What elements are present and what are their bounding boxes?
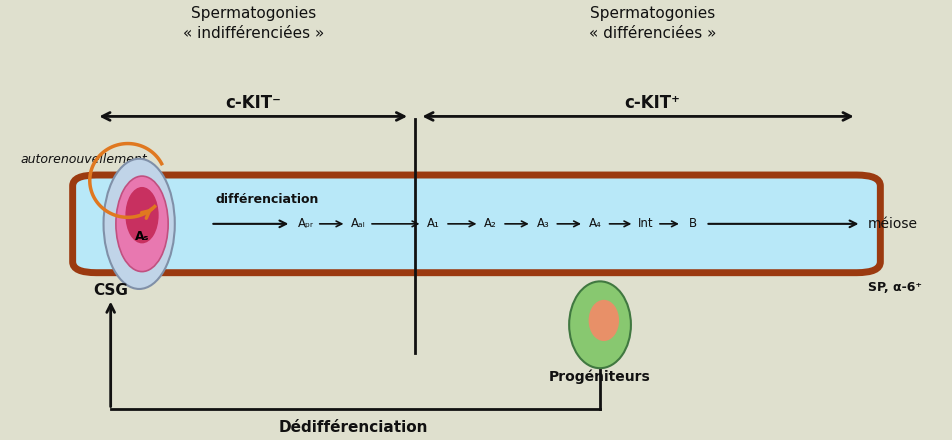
Text: Aₚᵣ: Aₚᵣ: [297, 217, 313, 231]
Text: Aₐₗ: Aₐₗ: [350, 217, 365, 231]
Text: Int: Int: [637, 217, 653, 231]
Text: c-KIT⁺: c-KIT⁺: [624, 94, 680, 112]
Text: méiose: méiose: [867, 217, 917, 231]
Ellipse shape: [588, 300, 619, 341]
Text: A₃: A₃: [536, 217, 548, 231]
Text: Progéniteurs: Progéniteurs: [548, 370, 650, 384]
Text: Aₛ: Aₛ: [134, 231, 149, 243]
Text: Spermatogonies
« différenciées »: Spermatogonies « différenciées »: [588, 6, 715, 40]
Ellipse shape: [568, 281, 630, 368]
Text: CSG: CSG: [93, 282, 128, 297]
Text: SP, α-6⁺: SP, α-6⁺: [867, 282, 921, 294]
Text: autorenouvellement: autorenouvellement: [20, 153, 147, 166]
Ellipse shape: [104, 159, 174, 289]
Text: différenciation: différenciation: [215, 194, 318, 206]
Text: Dédifférenciation: Dédifférenciation: [278, 420, 427, 435]
Text: B: B: [688, 217, 697, 231]
Text: A₄: A₄: [588, 217, 601, 231]
Text: A₂: A₂: [484, 217, 497, 231]
Ellipse shape: [126, 187, 158, 243]
Text: Spermatogonies
« indifférenciées »: Spermatogonies « indifférenciées »: [183, 6, 324, 40]
Text: c-KIT⁻: c-KIT⁻: [225, 94, 281, 112]
Ellipse shape: [116, 176, 168, 271]
FancyBboxPatch shape: [72, 175, 880, 273]
Text: A₁: A₁: [426, 217, 440, 231]
